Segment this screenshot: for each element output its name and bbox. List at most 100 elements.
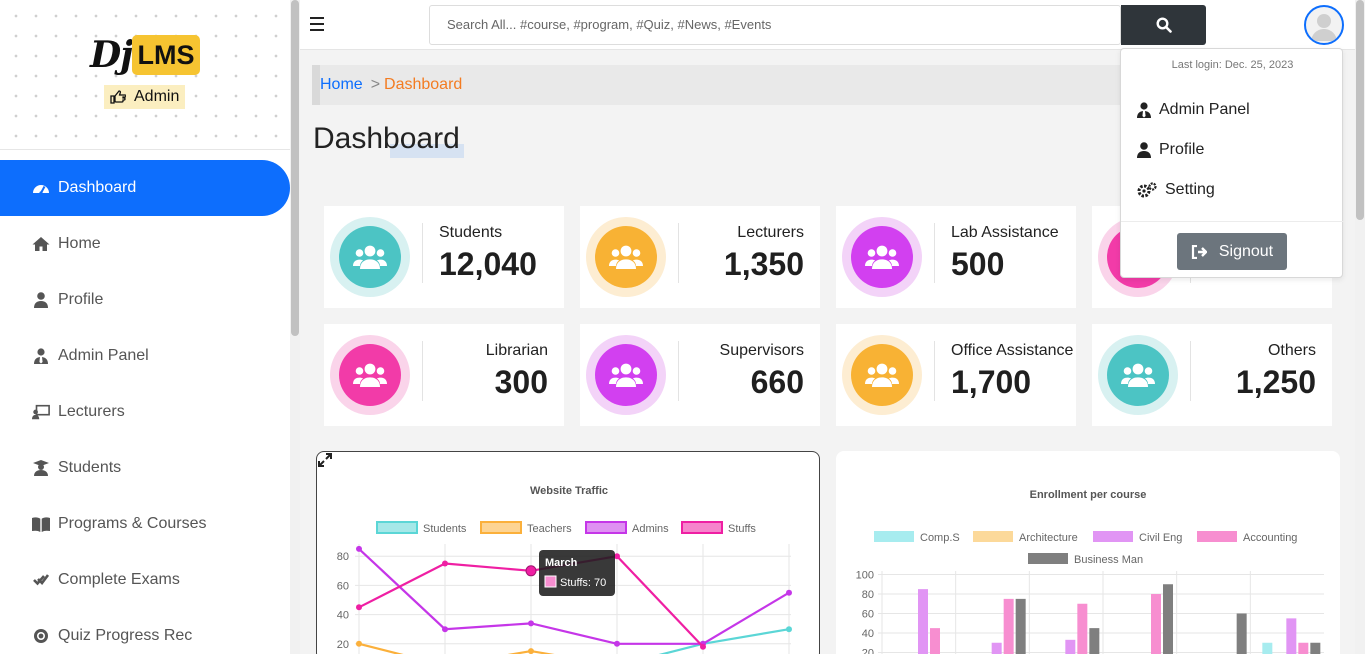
stat-card-lecturers: Lecturers 1,350	[580, 206, 820, 308]
data-point	[528, 620, 534, 627]
topbar: Search All... #course, #program, #Quiz, …	[300, 0, 1365, 50]
user-avatar-icon	[1311, 14, 1337, 41]
sidebar-item-admin-panel[interactable]: Admin Panel	[0, 328, 290, 384]
stat-card-lab-assistance: Lab Assistance 500	[836, 206, 1076, 308]
stat-icon-ring	[330, 335, 410, 415]
legend-item: Students	[376, 521, 467, 535]
stat-card-librarian: Librarian 300	[324, 324, 564, 426]
page-scrollbar[interactable]	[1355, 0, 1365, 654]
legend-swatch	[874, 531, 914, 542]
search-input[interactable]: Search All... #course, #program, #Quiz, …	[429, 5, 1121, 45]
dropdown-item-label: Setting	[1165, 181, 1215, 198]
legend-swatch	[1093, 531, 1133, 542]
book-open-icon	[32, 515, 50, 533]
chart-title: Website Traffic	[530, 485, 608, 497]
stat-label: Lab Assistance	[951, 224, 1059, 241]
users-icon	[1107, 344, 1169, 406]
bar	[991, 642, 1002, 654]
y-tick-label: 60	[337, 580, 349, 592]
bar	[1065, 639, 1076, 654]
legend-swatch	[1197, 531, 1237, 542]
legend-label: Teachers	[527, 523, 572, 535]
page-scrollbar-thumb[interactable]	[1356, 0, 1364, 220]
tooltip-label: Stuffs: 70	[560, 577, 606, 589]
sidebar-item-label: Admin Panel	[58, 347, 149, 364]
bar	[930, 628, 940, 654]
stat-icon-ring	[330, 217, 410, 297]
stat-divider	[1190, 341, 1191, 401]
menu-toggle-icon[interactable]	[310, 17, 324, 31]
signout-button[interactable]: Signout	[1177, 233, 1287, 270]
sidebar-item-label: Dashboard	[58, 179, 137, 196]
chart-title: Enrollment per course	[1030, 489, 1147, 501]
legend-item: Business Man	[1028, 553, 1143, 566]
chalkboard-teacher-icon	[32, 403, 50, 421]
stat-divider	[678, 341, 679, 401]
dropdown-item-setting[interactable]: Setting	[1137, 178, 1215, 202]
sidebar-item-label: Complete Exams	[58, 571, 180, 588]
sidebar-item-profile[interactable]: Profile	[0, 272, 290, 328]
sidebar-scrollbar-thumb[interactable]	[291, 0, 299, 336]
legend-label: Students	[423, 523, 467, 535]
logo[interactable]: Dj LMS Admin	[0, 0, 290, 150]
dropdown-item-admin-panel[interactable]: Admin Panel	[1137, 98, 1250, 122]
bar	[1262, 642, 1273, 654]
dropdown-item-profile[interactable]: Profile	[1137, 138, 1204, 162]
user-icon	[1137, 142, 1151, 158]
stat-value: 660	[750, 364, 804, 400]
search-button[interactable]	[1121, 5, 1206, 45]
bar	[1003, 598, 1014, 654]
sidebar-item-label: Students	[58, 459, 122, 476]
record-icon	[32, 627, 50, 645]
legend-item: Stuffs	[681, 521, 756, 535]
data-point	[614, 553, 620, 560]
data-point	[700, 643, 706, 650]
legend-item: Architecture	[973, 531, 1078, 544]
check-double-icon	[32, 571, 50, 589]
stat-icon-ring	[842, 217, 922, 297]
dropdown-divider	[1121, 221, 1344, 222]
user-graduate-icon	[32, 459, 50, 477]
tooltip-swatch	[544, 575, 557, 588]
sidebar-item-complete-exams[interactable]: Complete Exams	[0, 552, 290, 608]
legend-swatch	[1028, 553, 1068, 564]
sidebar-item-dashboard[interactable]: Dashboard	[0, 160, 290, 216]
stat-value: 1,700	[951, 364, 1032, 400]
stat-value: 1,250	[1235, 364, 1316, 400]
stat-card-office-assistance: Office Assistance 1,700	[836, 324, 1076, 426]
legend-item: Comp.S	[874, 531, 960, 544]
legend-label: Admins	[632, 523, 669, 535]
sidebar-scrollbar[interactable]	[290, 0, 300, 654]
stat-label: Lecturers	[737, 224, 804, 241]
user-icon	[32, 291, 50, 309]
users-icon	[339, 226, 401, 288]
sidebar-item-home[interactable]: Home	[0, 216, 290, 272]
breadcrumb-home-link[interactable]: Home	[320, 76, 363, 93]
users-icon	[851, 226, 913, 288]
legend-item: Teachers	[480, 521, 572, 535]
sidebar-item-programs-courses[interactable]: Programs & Courses	[0, 496, 290, 552]
stat-label: Office Assistance	[951, 342, 1074, 359]
legend-swatch	[585, 521, 627, 534]
legend-swatch	[681, 521, 723, 534]
user-tie-icon	[32, 347, 50, 365]
sidebar-item-label: Quiz Progress Rec	[58, 627, 193, 644]
legend-label: Accounting	[1243, 532, 1297, 544]
bar	[1163, 584, 1173, 654]
logo-lms-text: LMS	[132, 35, 200, 75]
role-label: Admin	[134, 88, 180, 105]
y-tick-label: 20	[862, 648, 874, 654]
bar	[1077, 603, 1088, 654]
y-tick-label: 40	[862, 628, 874, 640]
role-badge: Admin	[104, 85, 186, 109]
avatar[interactable]	[1304, 5, 1344, 45]
bar	[1015, 598, 1026, 654]
sidebar-item-lecturers[interactable]: Lecturers	[0, 384, 290, 440]
sidebar-item-students[interactable]: Students	[0, 440, 290, 496]
expand-icon[interactable]	[317, 452, 333, 468]
breadcrumb-current: Dashboard	[384, 76, 463, 93]
tooltip-anchor-point	[525, 565, 537, 577]
sidebar-item-quiz-progress-rec[interactable]: Quiz Progress Rec	[0, 608, 290, 654]
bar	[1236, 613, 1247, 654]
users-icon	[595, 344, 657, 406]
